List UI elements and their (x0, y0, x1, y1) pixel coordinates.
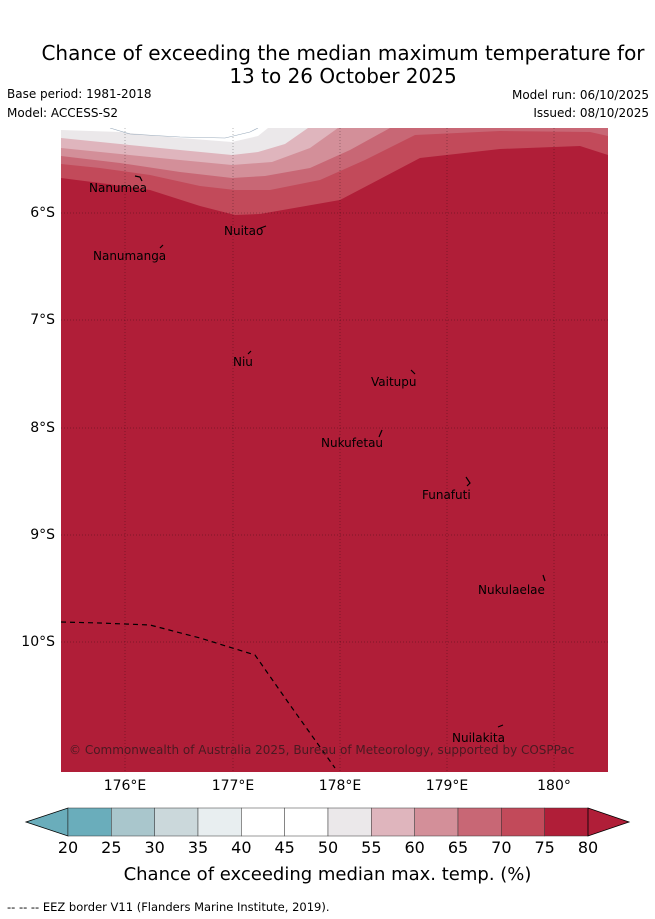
colorbar-segment (241, 807, 285, 837)
colorbar-tick-label: 35 (187, 838, 209, 857)
colorbar-segment (111, 807, 155, 837)
model-name: Model: ACCESS-S2 (7, 106, 119, 120)
copyright-notice: © Commonwealth of Australia 2025, Bureau… (69, 743, 575, 757)
colorbar-tick-label: 80 (577, 838, 599, 857)
colorbar-tick-label: 25 (101, 838, 122, 857)
chart-title-line1: Chance of exceeding the median maximum t… (41, 41, 645, 65)
place-label-funafuti: Funafuti (422, 488, 471, 502)
colorbar-tick-label: 70 (491, 838, 512, 857)
colorbar-segment (544, 807, 589, 837)
model-run: Model run: 06/10/2025 (511, 88, 649, 102)
lon-label-178e: 178°E (318, 778, 362, 794)
lon-label-176e: 176°E (103, 778, 147, 794)
place-label-nuilakita: Nuilakita (452, 731, 505, 745)
contour-line (109, 128, 259, 139)
lat-label-10s: 10°S (21, 634, 55, 650)
lat-label-8s: 8°S (30, 420, 55, 436)
lat-label-9s: 9°S (30, 527, 55, 543)
lon-label-180: 180° (537, 778, 571, 794)
colorbar-segment (284, 807, 329, 837)
probability-band-80 (61, 128, 608, 772)
colorbar-tick-label: 50 (317, 838, 339, 857)
lat-label-7s: 7°S (30, 312, 55, 328)
colorbar-segment (327, 807, 372, 837)
lon-label-177e: 177°E (211, 778, 255, 794)
chart-title-line2: 13 to 26 October 2025 (229, 64, 457, 88)
colorbar-segment (67, 807, 112, 837)
colorbar-extend-high (587, 807, 631, 837)
colorbar-segment (414, 807, 459, 837)
base-period: Base period: 1981-2018 (7, 87, 152, 101)
colorbar-tick-label: 55 (361, 838, 382, 857)
graticule (61, 128, 608, 772)
place-label-nanumea: Nanumea (89, 181, 147, 195)
island-marks (134, 175, 546, 728)
issued-date: Issued: 08/10/2025 (533, 106, 649, 120)
colorbar-tick-label: 65 (447, 838, 469, 857)
place-label-nuitao: Nuitao (224, 224, 264, 238)
colorbar-extend-low (24, 807, 69, 837)
place-label-niu: Niu (233, 355, 253, 369)
colorbar-tick-label: 30 (144, 838, 165, 857)
colorbar-segment (371, 807, 415, 837)
colorbar-tick-label: 75 (534, 838, 555, 857)
place-label-vaitupu: Vaitupu (371, 375, 417, 389)
colorbar-tick-label: 40 (231, 838, 252, 857)
colorbar-segment (501, 807, 545, 837)
colorbar-tick-label: 60 (404, 838, 425, 857)
place-label-nukulaelae: Nukulaelae (478, 583, 545, 597)
colorbar-tick-label: 20 (57, 838, 79, 857)
lon-label-179e: 179°E (425, 778, 469, 794)
lat-label-6s: 6°S (30, 205, 55, 221)
colorbar-tick-label: 45 (274, 838, 295, 857)
colorbar-segment (154, 807, 199, 837)
place-label-nukufetau: Nukufetau (321, 436, 384, 450)
colorbar-segment (457, 807, 502, 837)
colorbar-title: Chance of exceeding median max. temp. (%… (123, 864, 532, 885)
place-label-nanumanga: Nanumanga (93, 249, 167, 263)
probability-band-50 (61, 128, 268, 142)
chart-title: Chance of exceeding the median maximum t… (0, 42, 655, 88)
colorbar (24, 807, 631, 837)
eez-legend: -- -- -- EEZ border V11 (Flanders Marine… (7, 900, 330, 914)
colorbar-segment (197, 807, 242, 837)
eez-border (60, 621, 336, 769)
